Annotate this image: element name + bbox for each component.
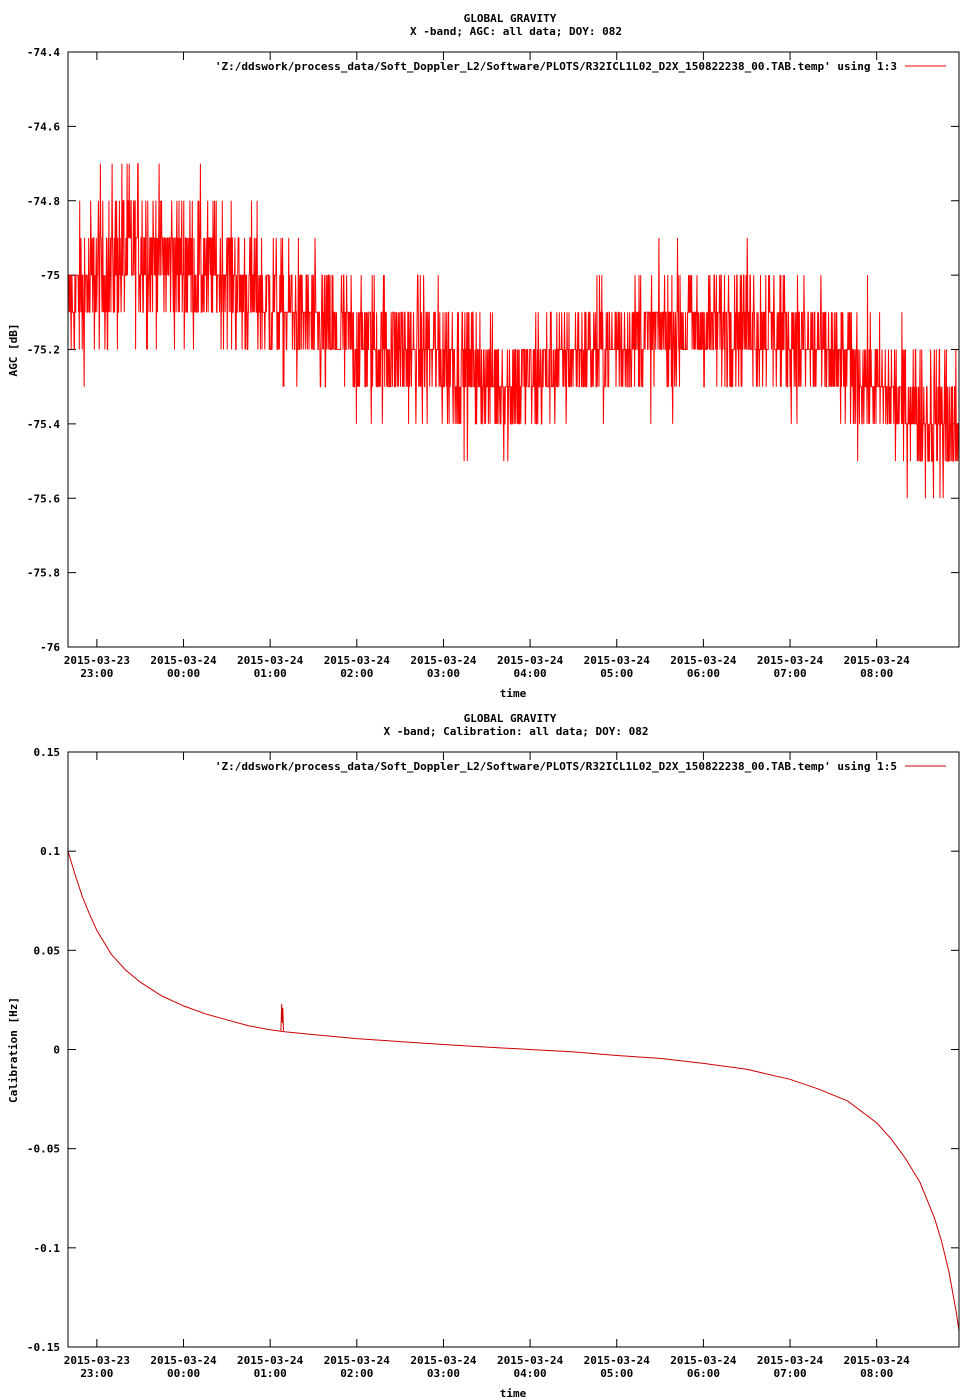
- agc-chart-subtitle: X -band; AGC: all data; DOY: 082: [410, 25, 622, 38]
- calibration-ytick-label: 0: [53, 1044, 60, 1057]
- calibration-xtick-time: 00:00: [167, 1367, 200, 1380]
- agc-xtick-date: 2015-03-24: [324, 654, 391, 667]
- agc-xtick-time: 08:00: [860, 667, 893, 680]
- calibration-xtick-date: 2015-03-24: [497, 1354, 564, 1367]
- agc-xtick-time: 06:00: [687, 667, 720, 680]
- calibration-xtick-time: 03:00: [427, 1367, 460, 1380]
- agc-xtick-time: 04:00: [514, 667, 547, 680]
- calibration-x-axis-label: time: [500, 1387, 527, 1400]
- calibration-ytick-label: -0.1: [34, 1242, 61, 1255]
- agc-ytick-label: -75.2: [27, 344, 60, 357]
- agc-series-line: [68, 163, 959, 499]
- calibration-chart: GLOBAL GRAVITY X -band; Calibration: all…: [7, 712, 960, 1400]
- agc-y-axis: -74.4 -74.6 -74.8 -75 -75.2 -75.4 -75.6 -75.8 -7…: [27, 46, 959, 654]
- calibration-xtick-time: 08:00: [860, 1367, 893, 1380]
- calibration-xtick-time: 04:00: [514, 1367, 547, 1380]
- agc-y-axis-label: AGC [dB]: [7, 324, 20, 377]
- agc-chart-title: GLOBAL GRAVITY: [464, 12, 557, 25]
- agc-ytick-label: -75.8: [27, 567, 60, 580]
- calibration-chart-subtitle: X -band; Calibration: all data; DOY: 082: [384, 725, 649, 738]
- agc-ytick-label: -75.6: [27, 492, 60, 505]
- calibration-xtick-time: 07:00: [773, 1367, 806, 1380]
- agc-xtick-date: 2015-03-24: [237, 654, 304, 667]
- agc-ytick-label: -74.4: [27, 46, 60, 59]
- calibration-xtick-date: 2015-03-24: [584, 1354, 651, 1367]
- calibration-plot-frame: [67, 751, 960, 1348]
- agc-xtick-date: 2015-03-24: [410, 654, 477, 667]
- agc-xtick-date: 2015-03-24: [844, 654, 911, 667]
- calibration-xtick-date: 2015-03-24: [237, 1354, 304, 1367]
- agc-x-axis-label: time: [500, 687, 527, 700]
- calibration-ytick-label: 0.05: [34, 944, 61, 957]
- agc-xtick-time: 05:00: [600, 667, 633, 680]
- agc-xtick-time: 01:00: [254, 667, 287, 680]
- agc-xtick-time: 03:00: [427, 667, 460, 680]
- calibration-xtick-date: 2015-03-24: [844, 1354, 911, 1367]
- calibration-xtick-date: 2015-03-24: [410, 1354, 477, 1367]
- calibration-xtick-date: 2015-03-24: [670, 1354, 737, 1367]
- calibration-xtick-time: 06:00: [687, 1367, 720, 1380]
- calibration-ytick-label: -0.15: [27, 1341, 60, 1354]
- calibration-y-axis: 0.15 0.1 0.05 0 -0.05 -0.1 -0.15: [27, 746, 959, 1354]
- agc-xtick-date: 2015-03-24: [757, 654, 824, 667]
- calibration-xtick-time: 23:00: [80, 1367, 113, 1380]
- agc-ytick-label: -75.4: [27, 418, 60, 431]
- agc-xtick-date: 2015-03-24: [584, 654, 651, 667]
- agc-xtick-date: 2015-03-23: [64, 654, 130, 667]
- agc-ytick-label: -76: [40, 641, 60, 654]
- calibration-xtick-date: 2015-03-23: [64, 1354, 130, 1367]
- calibration-xtick-date: 2015-03-24: [757, 1354, 824, 1367]
- calibration-ytick-label: 0.15: [34, 746, 61, 759]
- calibration-xtick-date: 2015-03-24: [150, 1354, 217, 1367]
- agc-ytick-label: -75: [40, 269, 60, 282]
- calibration-y-axis-label: Calibration [Hz]: [7, 997, 20, 1103]
- agc-x-axis: 2015-03-2323:002015-03-2400:002015-03-24…: [64, 52, 910, 680]
- agc-ytick-label: -74.6: [27, 120, 60, 133]
- calibration-ytick-label: -0.05: [27, 1143, 60, 1156]
- calibration-legend-label: 'Z:/ddswork/process_data/Soft_Doppler_L2…: [215, 760, 897, 773]
- agc-xtick-time: 07:00: [773, 667, 806, 680]
- agc-xtick-time: 23:00: [80, 667, 113, 680]
- calibration-chart-title: GLOBAL GRAVITY: [464, 712, 557, 725]
- agc-xtick-time: 00:00: [167, 667, 200, 680]
- agc-chart: GLOBAL GRAVITY X -band; AGC: all data; D…: [7, 12, 960, 700]
- agc-plot-frame: [67, 51, 960, 648]
- calibration-xtick-time: 02:00: [340, 1367, 373, 1380]
- calibration-spike: [280, 1003, 284, 1031]
- calibration-ytick-label: 0.1: [40, 845, 60, 858]
- calibration-xtick-time: 05:00: [600, 1367, 633, 1380]
- calibration-xtick-date: 2015-03-24: [324, 1354, 391, 1367]
- agc-xtick-date: 2015-03-24: [670, 654, 737, 667]
- agc-legend-label: 'Z:/ddswork/process_data/Soft_Doppler_L2…: [215, 60, 897, 73]
- calibration-series-line: [67, 851, 960, 1332]
- agc-xtick-date: 2015-03-24: [497, 654, 564, 667]
- calibration-xtick-time: 01:00: [254, 1367, 287, 1380]
- agc-ytick-label: -74.8: [27, 195, 60, 208]
- calibration-x-axis: 2015-03-2323:002015-03-2400:002015-03-24…: [64, 752, 910, 1380]
- agc-xtick-time: 02:00: [340, 667, 373, 680]
- agc-xtick-date: 2015-03-24: [150, 654, 217, 667]
